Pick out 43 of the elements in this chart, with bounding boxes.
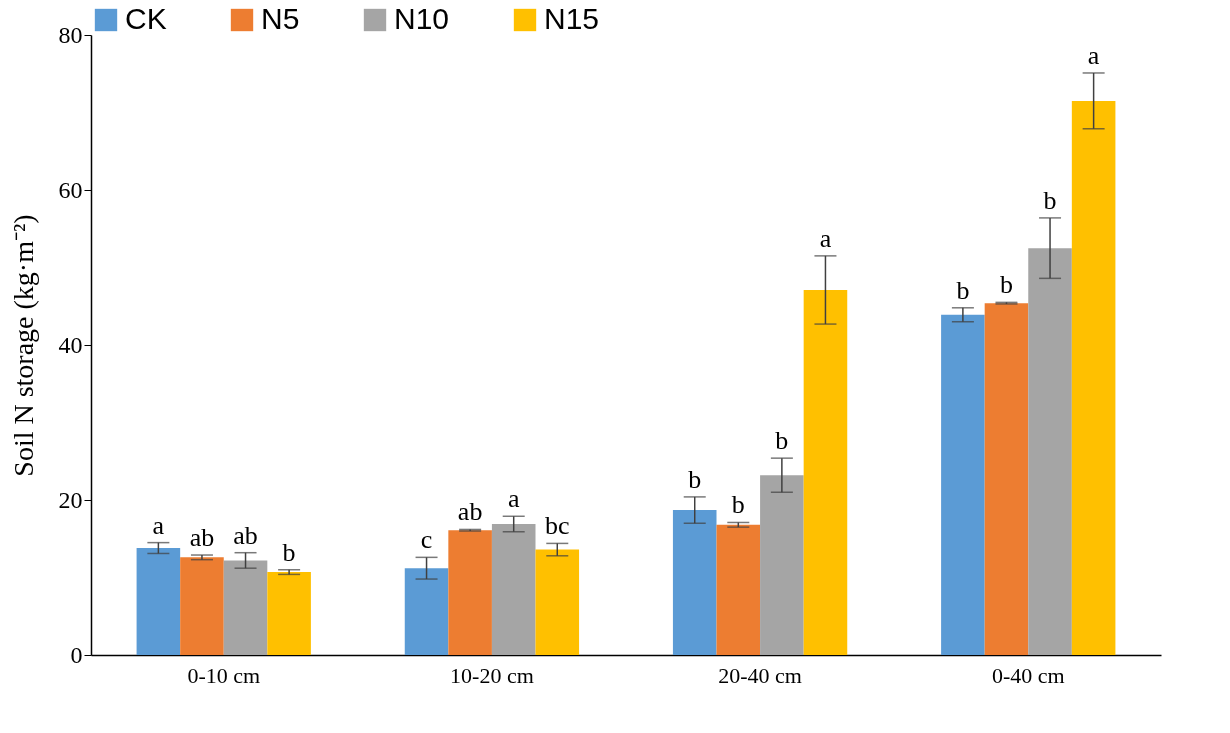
bar (491, 524, 536, 655)
y-tick-label: 0 (70, 641, 83, 668)
legend-label: N5 (261, 2, 300, 35)
data-label: ab (457, 497, 483, 527)
y-axis-title: Soil N storage (kg·m⁻²) (7, 214, 39, 477)
x-tick-label: 0-10 cm (187, 662, 261, 688)
data-label: b (688, 464, 702, 494)
bar (803, 289, 848, 655)
bar (984, 303, 1029, 655)
data-label: b (775, 426, 789, 456)
data-label: b (282, 537, 296, 567)
data-label: a (819, 223, 832, 253)
bar (448, 530, 492, 655)
data-label: a (1087, 40, 1100, 70)
bar (941, 314, 985, 655)
data-label: b (1043, 185, 1057, 215)
bar (760, 475, 804, 655)
data-label: b (999, 270, 1013, 300)
bar (404, 568, 449, 655)
data-label: b (731, 490, 745, 520)
legend-label: N15 (544, 2, 600, 35)
bar (1028, 248, 1072, 655)
data-label: ab (233, 520, 258, 550)
y-tick-label: 40 (58, 331, 83, 358)
bar (1071, 100, 1116, 655)
data-label: b (956, 275, 970, 305)
legend-label: CK (125, 2, 167, 35)
y-tick-label: 20 (58, 486, 83, 513)
y-tick-label: 60 (58, 176, 83, 203)
x-tick-label: 10-20 cm (450, 662, 534, 688)
data-label: c (420, 525, 433, 555)
x-tick-label: 0-40 cm (991, 662, 1065, 688)
x-tick-label: 20-40 cm (718, 662, 802, 688)
data-label: ab (189, 523, 215, 553)
data-label: a (152, 510, 165, 540)
bar (672, 510, 717, 655)
bar (223, 560, 268, 655)
y-tick-label: 80 (58, 21, 83, 48)
bar (535, 549, 580, 655)
data-label: a (507, 484, 520, 514)
data-label: bc (545, 511, 570, 541)
legend-label: N10 (394, 2, 450, 35)
bar (136, 548, 181, 655)
